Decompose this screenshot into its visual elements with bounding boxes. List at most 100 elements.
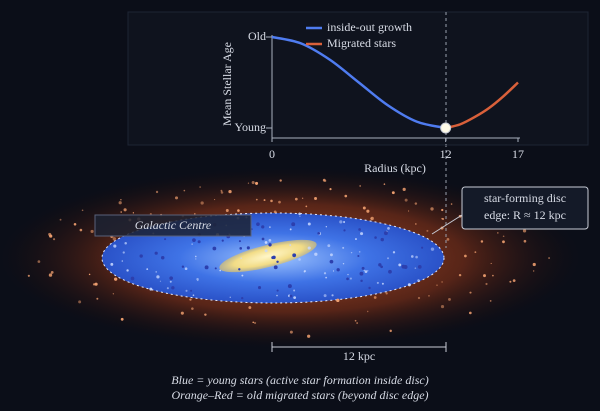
star <box>251 181 255 185</box>
star <box>90 229 94 233</box>
star <box>392 251 396 254</box>
star <box>52 238 56 241</box>
star <box>183 189 186 192</box>
star <box>349 277 352 280</box>
star <box>417 279 420 282</box>
star <box>414 223 417 225</box>
star <box>398 263 402 267</box>
star <box>196 277 199 281</box>
star <box>366 209 370 213</box>
edge-label: star-forming disc <box>484 191 566 205</box>
star <box>139 254 143 258</box>
star <box>483 274 486 278</box>
star <box>271 256 275 260</box>
star <box>385 292 388 295</box>
edge-label: edge: R ≈ 12 kpc <box>484 208 566 222</box>
star <box>78 300 82 304</box>
disc-edge <box>101 212 445 304</box>
star <box>278 200 281 204</box>
star <box>264 249 268 253</box>
star <box>380 237 384 242</box>
star <box>159 280 162 282</box>
star <box>407 210 410 212</box>
star <box>269 226 271 228</box>
star <box>386 257 390 260</box>
star <box>366 310 369 313</box>
star <box>213 198 216 201</box>
star <box>169 280 172 283</box>
star <box>114 277 118 281</box>
y-axis-label: Mean Stellar Age <box>220 42 234 126</box>
star <box>458 273 462 277</box>
star <box>94 282 98 286</box>
star <box>417 296 421 300</box>
star <box>298 212 301 216</box>
star <box>523 239 527 243</box>
star <box>356 322 359 324</box>
star <box>464 254 467 258</box>
star <box>362 206 366 210</box>
star <box>489 300 492 302</box>
star <box>120 211 122 213</box>
star <box>110 262 114 266</box>
star <box>191 243 193 245</box>
star <box>191 307 194 310</box>
x-tick-label: 17 <box>512 147 524 161</box>
star <box>241 274 244 277</box>
star <box>113 244 117 248</box>
star <box>404 198 408 202</box>
star <box>402 187 406 191</box>
series-line <box>445 81 519 130</box>
star <box>441 281 443 283</box>
star <box>180 311 184 315</box>
star <box>146 268 149 270</box>
star <box>417 264 422 269</box>
star <box>247 182 250 184</box>
star <box>164 238 167 241</box>
star <box>155 271 157 273</box>
star <box>388 269 392 274</box>
star <box>307 246 311 250</box>
star <box>220 191 224 194</box>
star <box>255 181 259 185</box>
star <box>407 283 411 287</box>
star <box>289 294 293 298</box>
star <box>123 208 127 212</box>
star <box>120 199 122 201</box>
star <box>122 251 125 254</box>
star <box>264 241 268 244</box>
star <box>323 294 327 298</box>
star <box>342 263 345 265</box>
star <box>370 216 374 221</box>
star <box>291 222 296 227</box>
star <box>367 270 369 272</box>
star <box>359 271 364 276</box>
star <box>289 330 293 334</box>
star <box>294 197 298 201</box>
star <box>189 298 192 301</box>
star <box>160 256 165 260</box>
star <box>380 265 383 269</box>
star <box>421 246 424 249</box>
star <box>548 257 551 259</box>
star <box>355 238 357 240</box>
star <box>381 282 384 285</box>
star <box>289 228 292 231</box>
star <box>79 228 83 232</box>
star <box>200 201 204 205</box>
star <box>329 188 332 191</box>
star <box>426 229 429 232</box>
star <box>169 276 174 280</box>
star <box>440 305 445 309</box>
star <box>522 229 527 233</box>
star <box>225 209 229 212</box>
star <box>221 239 224 242</box>
star <box>430 207 434 211</box>
star <box>256 222 260 227</box>
star <box>255 198 258 201</box>
star <box>219 269 222 272</box>
star <box>450 203 453 205</box>
star <box>490 262 492 265</box>
star <box>120 317 124 321</box>
